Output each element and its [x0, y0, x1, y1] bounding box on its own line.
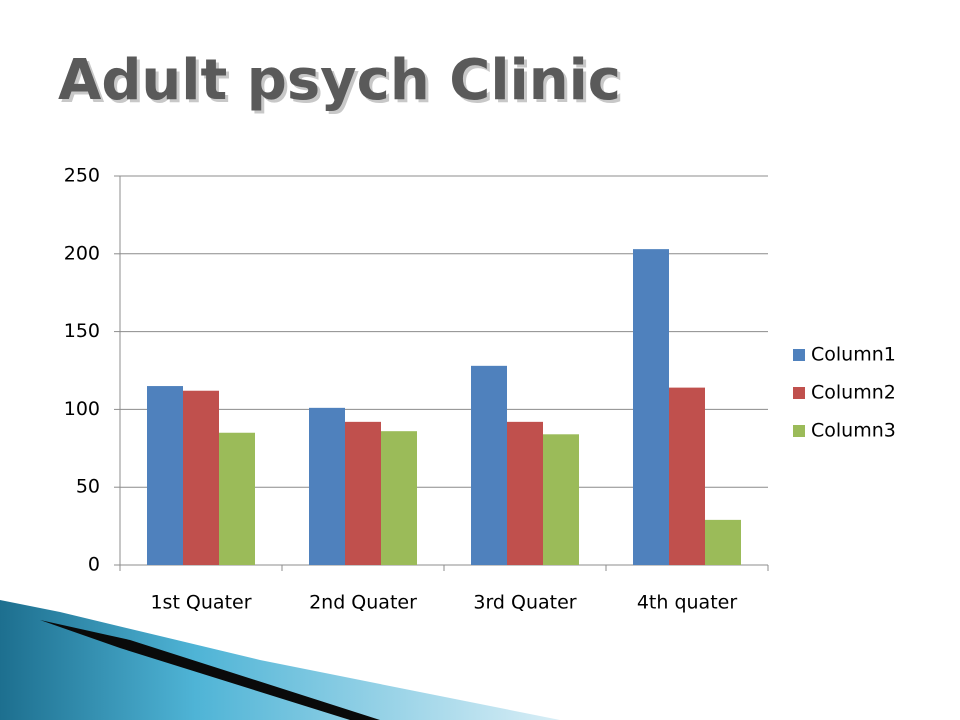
y-tick-label: 250 — [64, 165, 100, 187]
x-tick-label: 2nd Quater — [309, 592, 417, 614]
legend-swatch — [793, 349, 805, 361]
bar — [183, 390, 219, 565]
y-tick-label: 50 — [76, 476, 100, 498]
legend-label: Column2 — [811, 382, 896, 404]
bar — [309, 407, 345, 565]
x-tick-label: 4th quater — [637, 592, 738, 614]
bar — [471, 365, 507, 565]
bar — [669, 387, 705, 565]
x-tick-label: 3rd Quater — [473, 592, 576, 614]
legend-swatch — [793, 387, 805, 399]
bar — [705, 519, 741, 565]
bar — [381, 431, 417, 565]
swoosh-dark — [40, 620, 380, 720]
y-tick-label: 200 — [64, 242, 100, 264]
bar — [633, 249, 669, 565]
legend-label: Column1 — [811, 344, 896, 366]
y-tick-label: 100 — [64, 398, 100, 420]
chart-title: Adult psych Clinic — [58, 48, 621, 113]
bar — [543, 434, 579, 565]
legend-swatch — [793, 425, 805, 437]
swoosh — [0, 600, 560, 720]
bar — [147, 386, 183, 565]
y-tick-label: 150 — [64, 320, 100, 342]
legend-label: Column3 — [811, 420, 896, 442]
y-tick-label: 0 — [88, 554, 100, 576]
bar — [507, 421, 543, 565]
chart-title-shadow: Adult psych Clinic — [61, 51, 624, 116]
bar — [219, 432, 255, 565]
bar — [345, 421, 381, 565]
x-tick-label: 1st Quater — [150, 592, 251, 614]
